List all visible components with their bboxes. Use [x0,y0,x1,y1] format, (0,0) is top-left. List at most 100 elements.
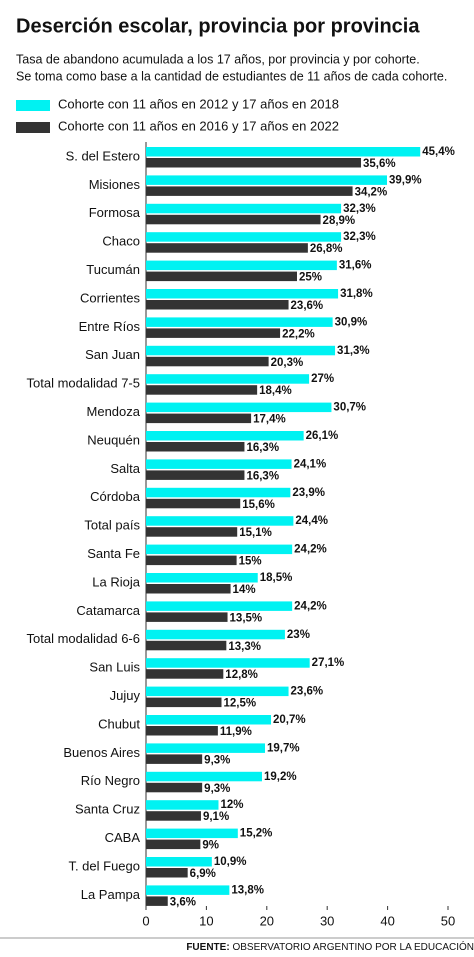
value-label: 20,7% [273,714,306,726]
bar [146,811,201,821]
bar [146,203,342,214]
source-label: FUENTE: [186,942,229,953]
bar [146,175,387,185]
category-label: Mendoza [87,404,141,419]
bar [146,186,353,196]
bar [146,289,339,299]
bar [146,527,238,537]
value-label: 14% [233,584,256,596]
bar [146,431,304,441]
bar [146,828,238,839]
value-label: 31,6% [339,260,372,272]
value-label: 23% [287,629,310,641]
value-label: 13,8% [231,884,264,896]
value-label: 32,3% [343,231,376,243]
bar [146,640,227,651]
x-tick-label: 10 [199,913,213,928]
bar [146,516,294,526]
value-label: 9,3% [204,754,230,766]
bar [146,743,265,753]
bar [146,385,258,395]
legend-swatch [16,122,50,133]
bar [146,726,218,736]
category-label: San Luis [89,660,140,675]
category-label: Buenos Aires [63,745,140,760]
chart-title: Deserción escolar, provincia por provinc… [16,15,420,37]
value-label: 19,2% [264,771,297,783]
value-label: 32,3% [343,203,376,215]
category-label: Total modalidad 6-6 [27,631,140,646]
x-tick-label: 50 [441,913,455,928]
value-label: 31,3% [337,345,370,357]
value-label: 3,6% [170,896,196,908]
bar [146,697,222,708]
bar [146,584,231,594]
category-label: Jujuy [110,688,141,703]
category-label: Misiones [89,177,141,192]
x-tick-label: 0 [142,913,149,928]
category-label: S. del Estero [66,148,140,163]
value-label: 34,2% [355,186,388,198]
bar [146,885,230,895]
bar [146,147,421,157]
bar [146,413,252,424]
bar [146,868,188,878]
value-label: 27% [311,373,334,385]
value-label: 15,1% [239,527,272,539]
value-label: 30,9% [335,316,368,328]
x-tick-label: 20 [260,913,274,928]
value-label: 17,4% [253,414,286,426]
x-tick-label: 30 [320,913,334,928]
bar [146,271,297,282]
value-label: 23,6% [291,686,324,698]
category-label: La Pampa [81,887,141,902]
bar [146,459,292,469]
category-label: CABA [105,830,141,845]
bar [146,487,291,498]
value-label: 28,9% [323,215,356,227]
bar [146,158,362,168]
bar [146,896,168,906]
bar [146,470,245,480]
value-label: 30,7% [333,402,366,414]
value-label: 9% [202,840,219,852]
value-label: 31,8% [340,288,373,300]
bar [146,345,336,356]
category-label: La Rioja [92,574,140,589]
value-label: 25% [299,272,322,284]
category-label: Entre Ríos [79,319,141,334]
bar [146,300,289,310]
value-label: 15,2% [240,828,273,840]
category-label: Santa Cruz [75,802,140,817]
subtitle: Se toma como base a la cantidad de estud… [16,69,447,83]
bar [146,601,293,611]
category-label: Total modalidad 7-5 [27,376,140,391]
bar [146,669,224,679]
value-label: 15% [239,556,262,568]
bar [146,754,203,764]
bar [146,214,321,225]
value-label: 23,6% [291,300,324,312]
value-label: 11,9% [220,726,252,738]
value-label: 24,2% [294,544,327,556]
bar [146,771,262,782]
value-label: 27,1% [312,657,345,669]
category-label: T. del Fuego [68,858,140,873]
bar [146,442,245,452]
value-label: 39,9% [389,174,422,186]
legend-swatch [16,100,50,111]
value-label: 45,4% [422,146,455,158]
value-label: 20,3% [271,357,304,369]
category-label: Salta [110,461,140,476]
bar [146,658,310,668]
category-label: Total país [84,518,140,533]
value-label: 18,4% [259,385,292,397]
category-label: San Juan [85,347,140,362]
value-label: 19,7% [267,742,300,754]
value-label: 9,3% [204,783,230,795]
value-label: 6,9% [190,868,216,880]
value-label: 24,1% [294,458,327,470]
value-label: 26,8% [310,243,343,255]
subtitle: Tasa de abandono acumulada a los 17 años… [16,52,420,66]
